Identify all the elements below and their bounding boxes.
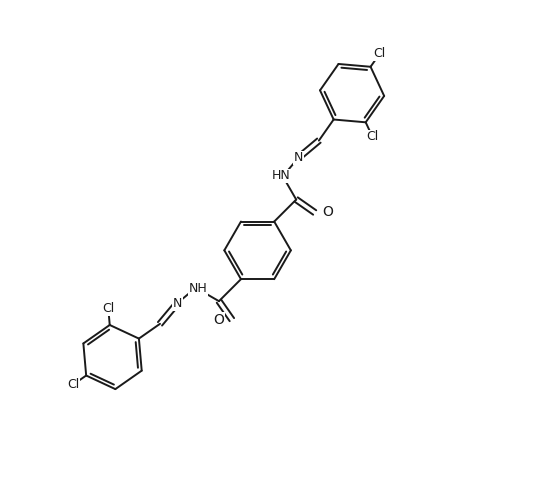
Text: Cl: Cl xyxy=(373,47,386,60)
Text: N: N xyxy=(172,297,182,310)
Text: Cl: Cl xyxy=(67,378,79,391)
Text: O: O xyxy=(214,313,224,327)
Text: Cl: Cl xyxy=(366,130,379,144)
Text: O: O xyxy=(322,205,333,220)
Text: HN: HN xyxy=(272,169,290,182)
Text: Cl: Cl xyxy=(102,302,114,316)
Text: N: N xyxy=(294,151,303,164)
Text: NH: NH xyxy=(189,282,207,295)
